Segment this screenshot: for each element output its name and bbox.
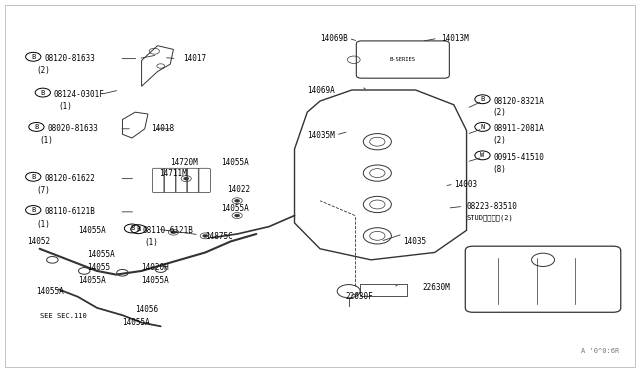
Circle shape (184, 177, 189, 180)
Text: 22630M: 22630M (422, 283, 450, 292)
Text: (2): (2) (36, 66, 51, 75)
Text: 14055: 14055 (88, 263, 111, 272)
Text: 08124-0301F: 08124-0301F (54, 90, 104, 99)
Text: B: B (35, 124, 38, 130)
Text: (2): (2) (492, 108, 506, 118)
Text: 14017: 14017 (183, 54, 206, 63)
Text: 14018: 14018 (151, 124, 174, 133)
Text: (2): (2) (492, 137, 506, 145)
Text: 14711M: 14711M (159, 169, 187, 177)
Text: SEE SEC.110: SEE SEC.110 (40, 313, 86, 319)
Text: 14055A: 14055A (221, 157, 249, 167)
Text: 14055A: 14055A (221, 203, 249, 213)
Text: 14055A: 14055A (88, 250, 115, 259)
Text: N: N (481, 124, 484, 130)
Text: (8): (8) (492, 165, 506, 174)
Text: 08120-81633: 08120-81633 (44, 54, 95, 63)
Text: 14055A: 14055A (36, 287, 64, 296)
Text: 14055A: 14055A (122, 318, 150, 327)
Text: 08911-2081A: 08911-2081A (493, 124, 544, 133)
Text: 14052: 14052 (27, 237, 50, 246)
Circle shape (203, 234, 208, 237)
Text: 22630F: 22630F (346, 292, 373, 301)
Text: 14055A: 14055A (78, 226, 106, 235)
Text: 14055A: 14055A (141, 276, 170, 285)
Text: B: B (31, 207, 35, 213)
Text: A '0^0:6R: A '0^0:6R (581, 348, 620, 354)
Text: 14035M: 14035M (307, 131, 335, 140)
Text: 08110-6121B: 08110-6121B (143, 226, 194, 235)
Text: B: B (136, 226, 141, 232)
Circle shape (171, 231, 176, 234)
Text: 00915-41510: 00915-41510 (493, 153, 544, 162)
Text: (1): (1) (36, 219, 51, 228)
Text: 08223-83510: 08223-83510 (467, 202, 517, 211)
Text: 14056: 14056 (135, 305, 158, 314)
Text: B-SERIES: B-SERIES (390, 57, 416, 62)
Circle shape (235, 199, 240, 202)
Text: 08120-8321A: 08120-8321A (493, 97, 544, 106)
Text: 08110-6121B: 08110-6121B (44, 207, 95, 217)
Text: 14013M: 14013M (441, 34, 469, 43)
Text: (1): (1) (145, 238, 159, 247)
Text: 14875C: 14875C (205, 232, 233, 241)
Text: 14022: 14022 (228, 185, 251, 194)
Text: 14069A: 14069A (307, 86, 335, 95)
Text: 14003: 14003 (454, 180, 477, 189)
Text: B: B (31, 174, 35, 180)
Text: 14035: 14035 (403, 237, 426, 246)
Text: 14055A: 14055A (78, 276, 106, 285)
Text: 14720M: 14720M (170, 157, 198, 167)
Text: 08120-61622: 08120-61622 (44, 174, 95, 183)
Text: B: B (130, 225, 134, 231)
Text: STUDスタッド(2): STUDスタッド(2) (467, 214, 513, 221)
Text: 14069B: 14069B (320, 34, 348, 43)
Text: W: W (481, 153, 484, 158)
Text: B: B (41, 90, 45, 96)
Text: 08020-81633: 08020-81633 (47, 124, 98, 133)
Text: (1): (1) (59, 102, 72, 111)
Text: (1): (1) (40, 137, 54, 145)
Text: B: B (481, 96, 484, 102)
Text: (7): (7) (36, 186, 51, 195)
Text: B: B (31, 54, 35, 60)
Text: 14020H: 14020H (141, 263, 170, 272)
Circle shape (235, 214, 240, 217)
